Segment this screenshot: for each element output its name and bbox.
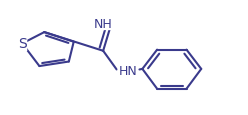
Text: S: S xyxy=(18,37,27,51)
Text: NH: NH xyxy=(94,17,113,30)
Text: HN: HN xyxy=(118,65,137,77)
